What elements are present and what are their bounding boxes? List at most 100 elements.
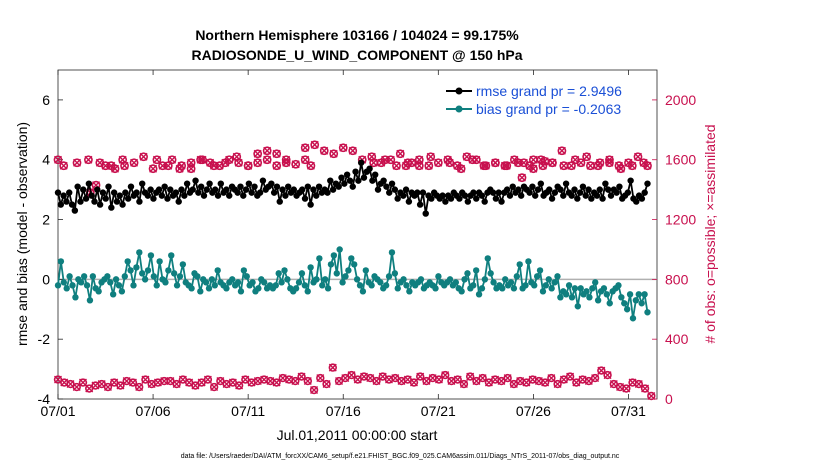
x-tick-label: 07/16 — [326, 403, 361, 419]
obs-assimilated-point — [310, 386, 319, 395]
rmse-point — [509, 183, 516, 190]
obs-assimilated-circle — [328, 363, 337, 372]
rmse-point — [585, 186, 592, 193]
obs-assimilated-circle — [103, 382, 113, 392]
y-axis-label: rmse and bias (model - observation) — [14, 122, 30, 346]
legend-bias-marker — [455, 105, 463, 113]
rmse-point — [402, 186, 410, 193]
bias-point — [179, 261, 187, 268]
obs-assimilated-overlay — [403, 158, 412, 167]
bias-point — [548, 285, 555, 292]
obs-possible-point — [220, 158, 230, 168]
obs-assimilated-circle — [347, 370, 356, 380]
rmse-point — [102, 195, 109, 202]
obs-assimilated-point — [272, 378, 281, 387]
bias-point — [78, 279, 85, 286]
rmse-point — [405, 198, 413, 205]
bias-point — [208, 276, 216, 283]
rmse-point — [85, 180, 93, 187]
bias-point — [629, 315, 637, 322]
bias-point — [592, 279, 599, 286]
obs-possible-point — [300, 143, 310, 153]
bias-point — [136, 249, 143, 256]
obs-assimilated-circle — [372, 376, 381, 386]
obs-assimilated-overlay — [306, 161, 315, 170]
obs-assimilated-point — [141, 375, 150, 384]
rmse-point — [355, 177, 362, 184]
obs-assimilated-circle — [622, 384, 631, 393]
rmse-point — [119, 201, 126, 208]
rmse-point — [276, 198, 283, 205]
rmse-point — [422, 210, 429, 217]
obs-assimilated-circle — [634, 379, 644, 389]
bias-point — [368, 282, 375, 289]
rmse-point — [464, 198, 472, 205]
rmse-point — [470, 189, 477, 196]
rmse-point — [57, 201, 65, 208]
bias-point — [156, 258, 163, 265]
obs-possible-point — [84, 155, 93, 165]
bias-point — [618, 294, 625, 301]
rmse-point — [178, 186, 185, 193]
obs-possible-point — [232, 152, 242, 162]
obs-assimilated-point — [566, 372, 575, 381]
obs-assimilated-circle — [141, 375, 150, 384]
rmse-point — [66, 189, 73, 196]
obs-assimilated-overlay — [633, 152, 642, 161]
bias-point — [115, 282, 123, 289]
obs-assimilated-overlay — [272, 149, 281, 158]
obs-possible-point — [163, 161, 173, 171]
rmse-point — [529, 183, 536, 190]
bias-point — [292, 285, 300, 292]
bias-point — [165, 267, 172, 274]
obs-possible-point — [414, 161, 424, 171]
obs-assimilated-overlay — [381, 155, 390, 164]
rmse-point — [301, 195, 309, 202]
obs-assimilated-circle — [459, 379, 469, 389]
obs-possible-point — [319, 146, 329, 156]
obs-assimilated-overlay — [500, 161, 509, 170]
obs-assimilated-circle — [128, 378, 138, 387]
obs-possible-point — [557, 146, 567, 156]
obs-assimilated-overlay — [95, 158, 104, 167]
obs-possible-point — [490, 158, 500, 168]
rmse-point — [54, 189, 62, 196]
obs-possible-point — [272, 161, 282, 171]
obs-assimilated-point — [622, 384, 631, 393]
bias-point — [545, 276, 552, 283]
bias-point — [403, 282, 410, 289]
obs-assimilated-overlay — [164, 161, 173, 170]
obs-possible-point — [633, 152, 643, 162]
bias-point — [141, 276, 149, 283]
bias-point — [507, 279, 515, 286]
bias-point — [394, 285, 401, 292]
obs-assimilated-overlay — [272, 161, 281, 170]
obs-assimilated-overlay — [586, 161, 595, 170]
y-tick-label: -4 — [38, 391, 51, 407]
obs-assimilated-circle — [116, 381, 125, 390]
bias-point — [644, 309, 651, 316]
rmse-point — [270, 189, 278, 196]
obs-assimilated-point — [103, 383, 112, 392]
bias-point — [432, 285, 439, 292]
bias-point — [109, 291, 117, 298]
obs-assimilated-overlay — [59, 161, 68, 170]
rmse-point — [158, 192, 166, 199]
obs-assimilated-overlay — [301, 155, 310, 164]
bias-point — [223, 285, 230, 292]
rmse-point — [71, 207, 79, 214]
rmse-point — [327, 177, 334, 184]
obs-assimilated-overlay — [457, 164, 466, 173]
obs-possible-point — [106, 161, 116, 171]
rmse-point — [492, 195, 500, 202]
obs-possible-point — [198, 155, 207, 165]
rmse-point — [324, 189, 331, 196]
rmse-point — [593, 192, 601, 199]
bias-point — [150, 273, 158, 280]
rmse-point — [256, 189, 264, 196]
rmse-point — [503, 186, 511, 193]
rmse-point — [279, 186, 286, 193]
obs-assimilated-overlay — [130, 158, 139, 167]
rmse-point — [557, 186, 564, 193]
